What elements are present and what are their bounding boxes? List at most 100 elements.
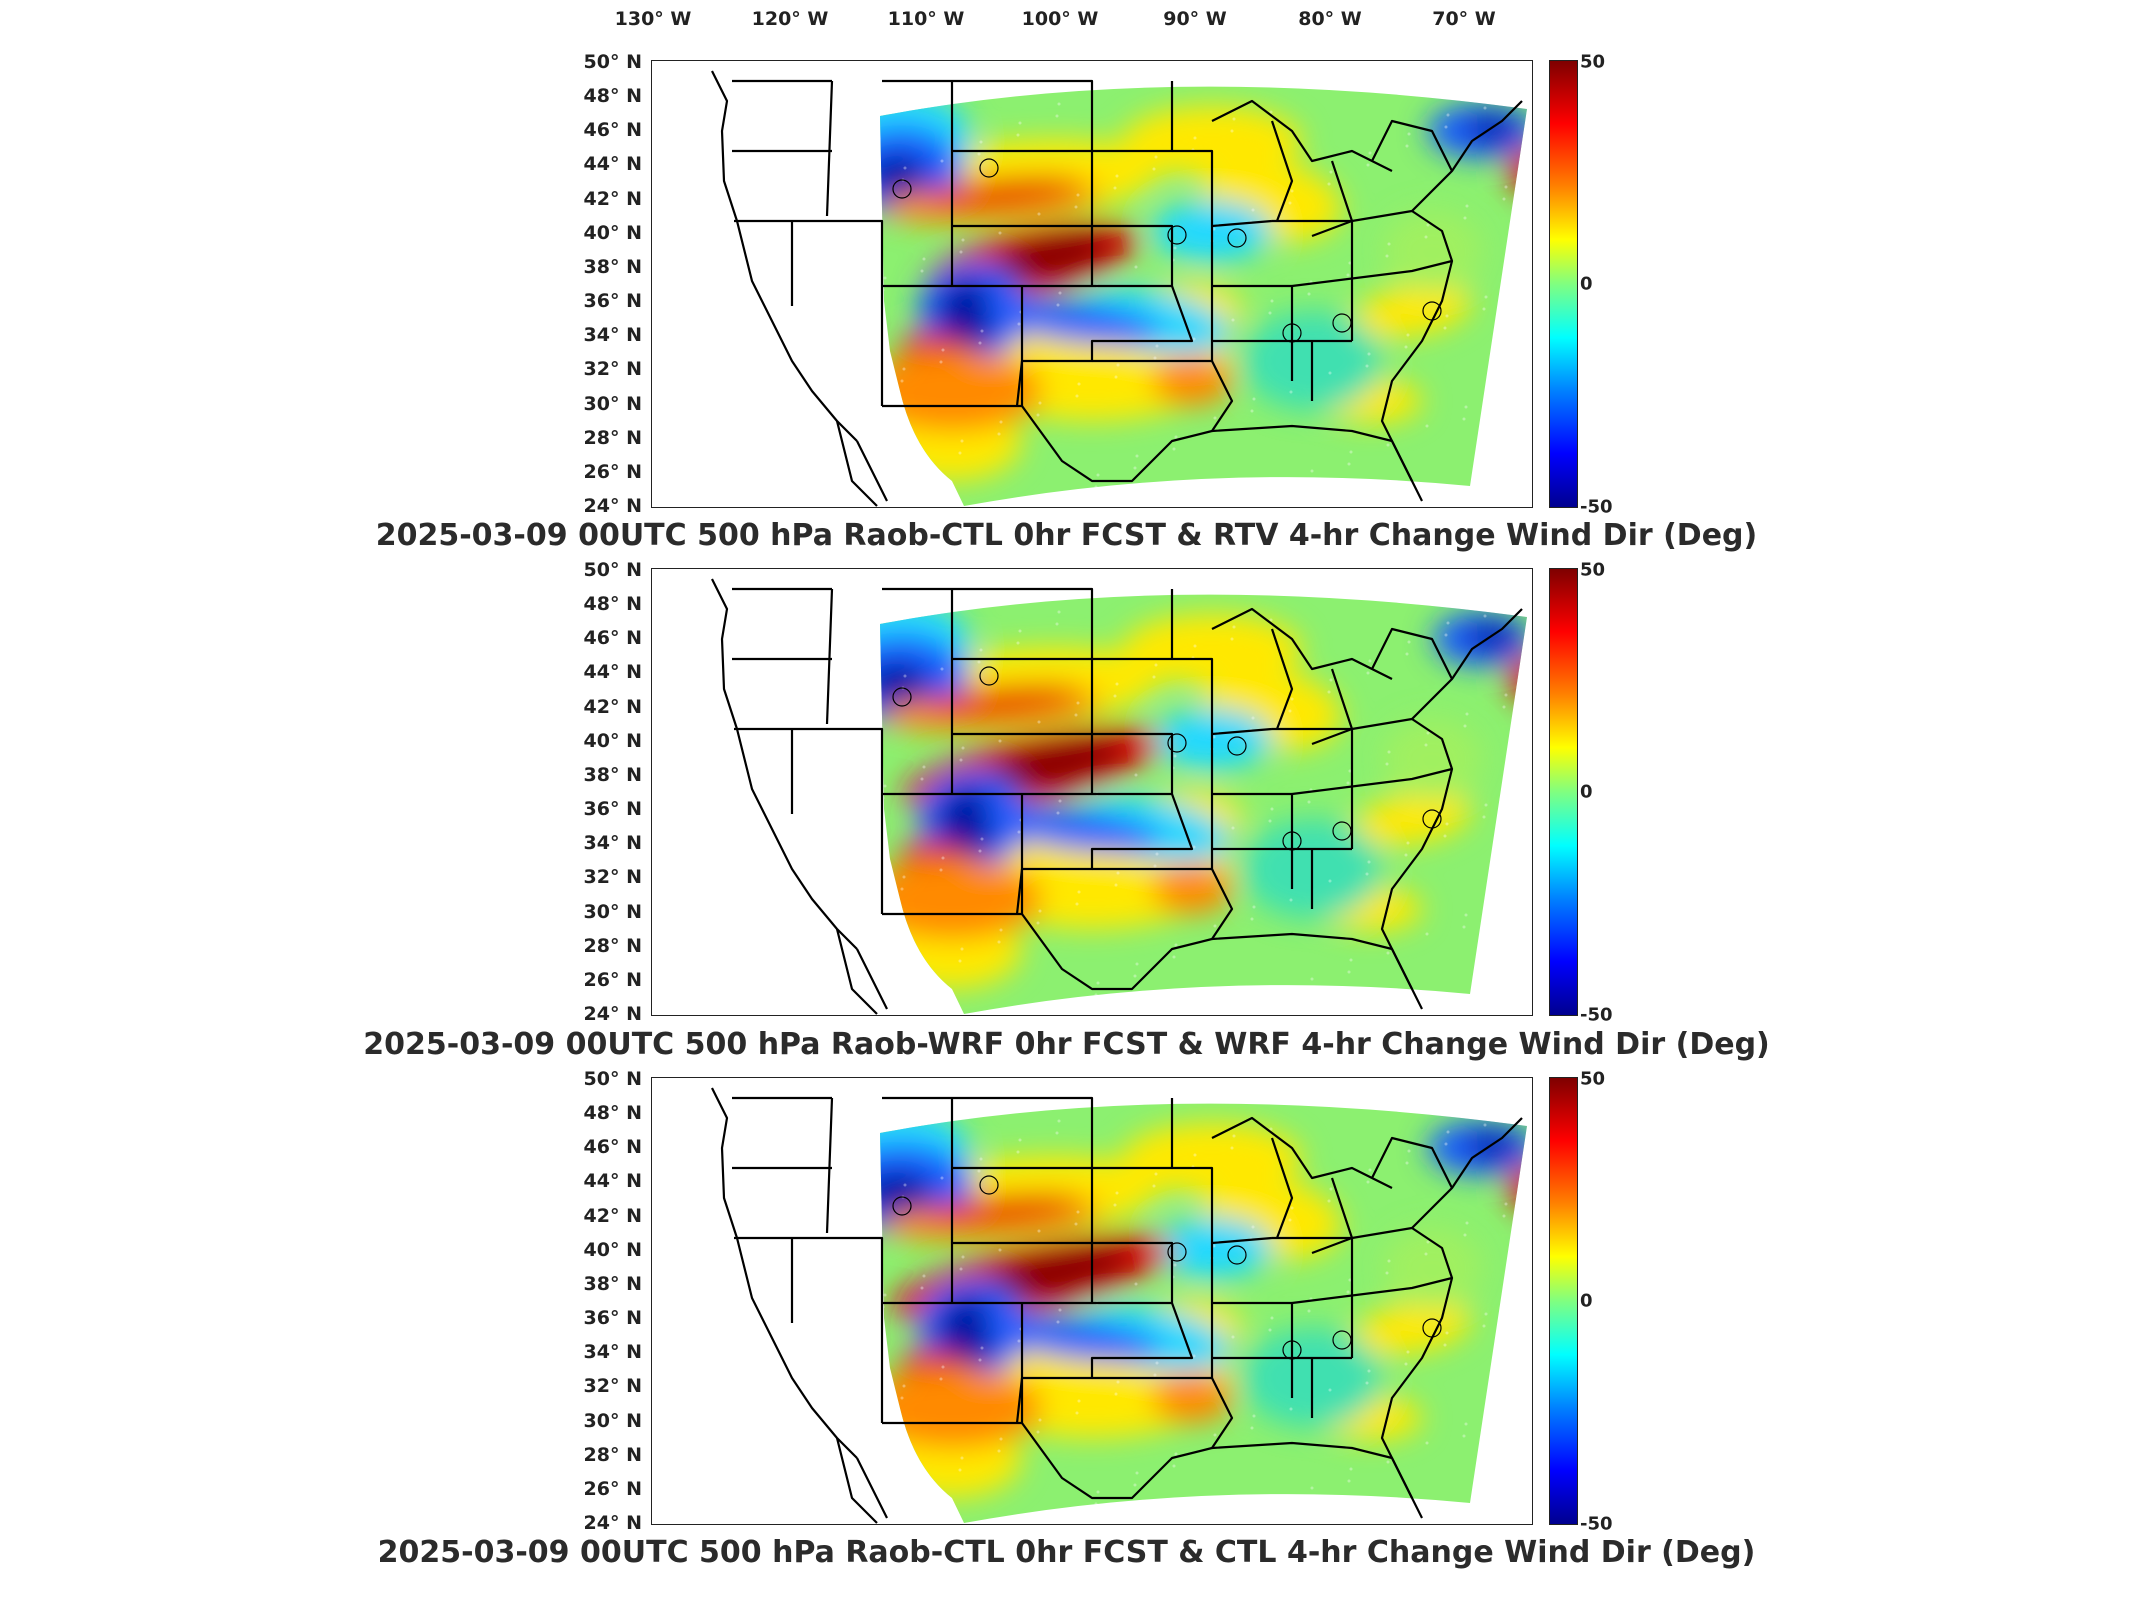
boundary-line xyxy=(1022,732,1194,871)
map-plot-area[interactable] xyxy=(651,1077,1533,1525)
station-marker[interactable] xyxy=(1167,225,1187,245)
lat-label: 42° N xyxy=(583,695,642,718)
lat-label: 40° N xyxy=(583,221,642,244)
station-marker[interactable] xyxy=(1332,821,1352,841)
station-marker[interactable] xyxy=(979,666,999,686)
station-marker[interactable] xyxy=(1422,301,1442,321)
lon-label-70w: 70° W xyxy=(1432,8,1496,30)
colorbar-mid-label: 0 xyxy=(1580,781,1593,803)
station-marker[interactable] xyxy=(1422,1318,1442,1338)
station-marker[interactable] xyxy=(1282,831,1302,851)
lat-label: 46° N xyxy=(583,1136,642,1159)
boundary-line xyxy=(835,928,888,1015)
lat-label: 38° N xyxy=(583,763,642,786)
lon-label-90w: 90° W xyxy=(1163,8,1227,30)
lat-label: 38° N xyxy=(583,255,642,278)
boundary-line xyxy=(1015,359,1234,483)
station-marker[interactable] xyxy=(1227,1245,1247,1265)
boundary-line xyxy=(882,1096,1174,1243)
boundary-line xyxy=(1290,1238,1354,1418)
wind-direction-map xyxy=(711,70,1527,507)
station-marker[interactable] xyxy=(1227,736,1247,756)
boundary-line xyxy=(711,578,858,950)
lon-label-80w: 80° W xyxy=(1298,8,1362,30)
map-plot-area[interactable] xyxy=(651,60,1533,508)
station-marker[interactable] xyxy=(1282,1340,1302,1360)
boundary-line xyxy=(1380,1227,1454,1459)
lat-label: 46° N xyxy=(583,119,642,142)
boundary-line xyxy=(732,79,834,217)
station-marker[interactable] xyxy=(1332,1330,1352,1350)
boundary-line xyxy=(711,70,858,442)
station-marker[interactable] xyxy=(979,158,999,178)
lat-label: 40° N xyxy=(583,729,642,752)
lat-label: 44° N xyxy=(583,661,642,684)
boundary-line xyxy=(732,1096,834,1234)
lat-label: 50° N xyxy=(583,1068,642,1090)
lon-label-130w: 130° W xyxy=(614,8,692,30)
wind-direction-map xyxy=(711,1087,1527,1524)
map-plot-area[interactable] xyxy=(651,568,1533,1016)
boundary-line xyxy=(1022,1241,1194,1380)
boundary-line xyxy=(1290,221,1354,401)
station-marker[interactable] xyxy=(1167,733,1187,753)
station-marker[interactable] xyxy=(1282,323,1302,343)
lon-label-100w: 100° W xyxy=(1021,8,1099,30)
station-marker[interactable] xyxy=(892,1196,912,1216)
lat-label: 36° N xyxy=(583,290,642,313)
lat-label: 24° N xyxy=(583,1512,642,1534)
lat-label: 36° N xyxy=(583,1307,642,1330)
boundary-line xyxy=(1380,210,1454,442)
lat-label: 42° N xyxy=(583,1204,642,1227)
lat-label: 32° N xyxy=(583,866,642,889)
lat-label: 42° N xyxy=(583,187,642,210)
lat-label: 34° N xyxy=(583,324,642,347)
lat-label: 50° N xyxy=(583,559,642,581)
boundary-line xyxy=(1371,1136,1453,1189)
boundary-line xyxy=(1380,718,1454,950)
lat-label: 30° N xyxy=(583,1409,642,1432)
boundary-line xyxy=(1211,607,1393,680)
boundary-line xyxy=(1172,149,1214,361)
boundary-line xyxy=(1371,627,1453,680)
boundary-line xyxy=(1411,100,1523,212)
boundary-line xyxy=(950,224,1094,286)
boundary-line xyxy=(1411,1117,1523,1229)
panel-title: 2025-03-09 00UTC 500 hPa Raob-CTL 0hr FC… xyxy=(377,1535,1756,1570)
station-marker[interactable] xyxy=(1167,1242,1187,1262)
boundary-line xyxy=(732,587,834,725)
boundary-line xyxy=(1015,867,1234,991)
boundary-line xyxy=(1211,727,1352,851)
station-marker[interactable] xyxy=(1422,809,1442,829)
boundary-line xyxy=(1270,628,1294,730)
lat-label: 44° N xyxy=(583,1170,642,1193)
lat-label: 30° N xyxy=(583,392,642,415)
colorbar-min-label: -50 xyxy=(1580,1513,1613,1535)
boundary-line xyxy=(1172,1166,1214,1378)
colorbar-min-label: -50 xyxy=(1580,496,1613,518)
station-marker[interactable] xyxy=(1227,228,1247,248)
lon-label-120w: 120° W xyxy=(751,8,829,30)
colorbar-mid-label: 0 xyxy=(1580,1290,1593,1312)
lat-label: 48° N xyxy=(583,593,642,616)
station-marker[interactable] xyxy=(979,1175,999,1195)
boundary-line xyxy=(835,420,888,507)
boundary-line xyxy=(1290,729,1354,909)
boundary-line xyxy=(835,1437,888,1524)
boundary-line xyxy=(1270,1137,1294,1239)
station-marker[interactable] xyxy=(892,179,912,199)
station-marker[interactable] xyxy=(892,687,912,707)
lat-label: 24° N xyxy=(583,495,642,517)
boundary-line xyxy=(1371,119,1453,172)
colorbar-max-label: 50 xyxy=(1580,51,1606,73)
lat-label: 34° N xyxy=(583,1341,642,1364)
station-marker[interactable] xyxy=(1332,313,1352,333)
wind-direction-map xyxy=(711,578,1527,1015)
boundary-line xyxy=(711,1087,858,1459)
colorbar-max-label: 50 xyxy=(1580,1068,1606,1090)
lon-label-110w: 110° W xyxy=(887,8,965,30)
boundary-line xyxy=(1211,1236,1352,1360)
state-boundaries xyxy=(711,578,1523,1015)
lat-label: 28° N xyxy=(583,1443,642,1466)
colorbar-mid-label: 0 xyxy=(1580,273,1593,295)
